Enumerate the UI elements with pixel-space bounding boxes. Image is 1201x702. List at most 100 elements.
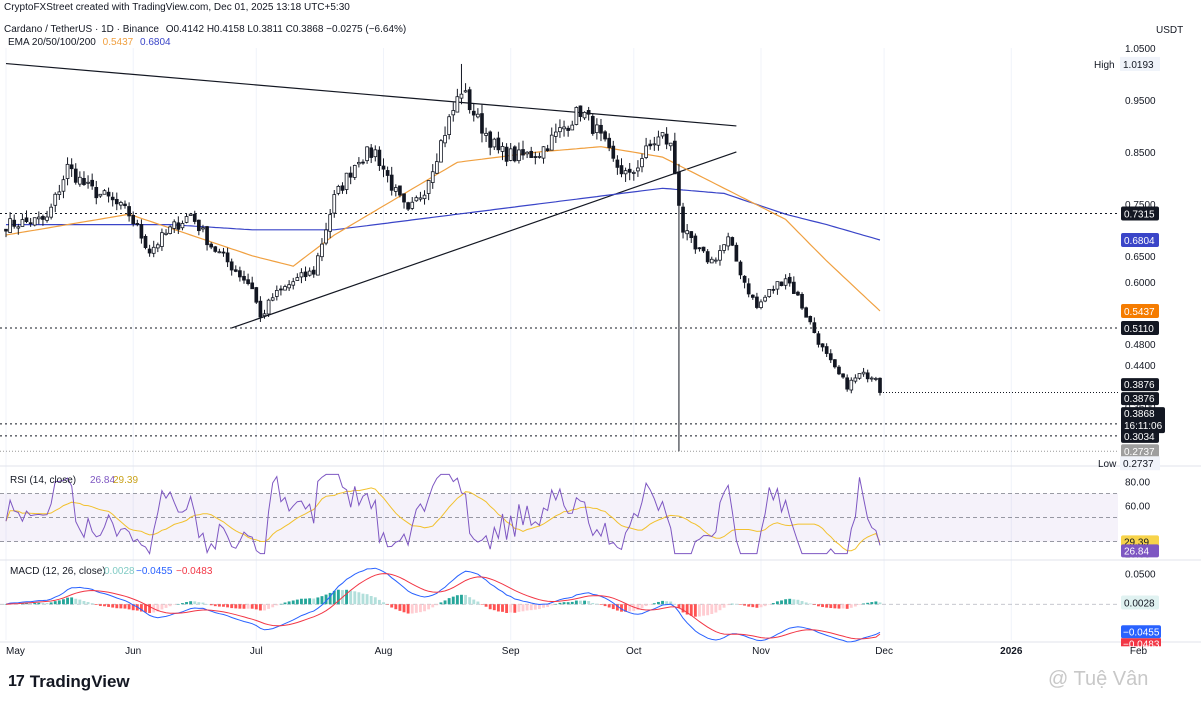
macd-histogram-bar <box>496 604 500 612</box>
candle-body <box>623 170 628 175</box>
tradingview-brand[interactable]: 17 TradingView <box>8 672 130 692</box>
macd-histogram-bar <box>291 600 295 605</box>
macd-histogram-bar <box>607 604 611 608</box>
symbol-label[interactable]: Cardano / TetherUS · 1D · Binance <box>4 24 159 35</box>
macd-histogram-bar <box>591 602 595 605</box>
macd-histogram-bar <box>492 604 496 611</box>
price-level-label: 0.2737 <box>1124 447 1155 458</box>
candle-body <box>430 171 435 183</box>
macd-histogram-bar <box>706 604 710 616</box>
candle-body <box>521 149 525 156</box>
candle-body <box>172 221 177 229</box>
macd-histogram-bar <box>107 604 111 607</box>
candle-body <box>127 206 131 217</box>
macd-histogram-bar <box>595 603 599 605</box>
signal-legend-value: −0.0483 <box>176 566 213 577</box>
ema-legend[interactable]: EMA 20/50/100/200 0.5437 0.6804 <box>8 37 175 48</box>
candle-body <box>787 276 792 284</box>
candle-body <box>537 155 542 158</box>
candle-body <box>480 113 484 134</box>
candle-body <box>365 146 369 162</box>
candle-body <box>471 110 476 116</box>
candle-body <box>151 246 156 254</box>
candle-body <box>114 198 119 205</box>
candle-body <box>402 193 406 203</box>
macd-histogram-bar <box>287 601 291 605</box>
candle-body <box>545 148 550 152</box>
macd-histogram-bar <box>533 604 537 610</box>
macd-legend-value: −0.0455 <box>136 566 173 577</box>
price-axis-tick: 0.4400 <box>1125 361 1156 372</box>
macd-histogram-bar <box>439 602 443 605</box>
candle-body <box>631 172 636 174</box>
candle-body <box>246 279 250 285</box>
candle-body <box>410 201 415 209</box>
candle-body <box>143 235 148 248</box>
macd-histogram-bar <box>62 599 65 605</box>
macd-histogram-bar <box>316 597 320 605</box>
candle-body <box>389 174 394 191</box>
macd-histogram-bar <box>562 602 566 605</box>
time-axis-tick: Jul <box>250 646 263 657</box>
time-axis-tick: Jun <box>125 646 141 657</box>
macd-histogram-bar <box>529 604 533 611</box>
macd-histogram-bar <box>554 603 558 605</box>
price-axis-tick: 0.8500 <box>1125 148 1156 159</box>
macd-histogram-bar <box>849 604 853 608</box>
macd-histogram-bar <box>587 601 591 605</box>
candle-body <box>233 269 238 272</box>
candle-body <box>303 271 308 278</box>
rsi-band-fill <box>0 493 1118 542</box>
macd-histogram-bar <box>804 602 808 605</box>
low-badge-value: 0.2737 <box>1123 459 1154 470</box>
macd-histogram-bar <box>336 589 340 605</box>
macd-histogram-bar <box>521 604 525 612</box>
candle-body <box>529 150 534 158</box>
macd-histogram-bar <box>172 604 176 605</box>
macd-histogram-bar <box>410 604 414 614</box>
macd-axis-tick: 0.0500 <box>1125 569 1156 580</box>
candle-body <box>439 140 443 163</box>
currency-label[interactable]: USDT <box>1156 25 1184 36</box>
candle-body <box>804 307 808 318</box>
candle-body <box>131 214 136 225</box>
macd-histogram-bar <box>673 604 677 605</box>
candle-body <box>607 137 612 148</box>
macd-histogram-bar <box>480 604 484 605</box>
candle-body <box>332 194 337 214</box>
macd-histogram-bar <box>213 604 217 607</box>
macd-histogram-bar <box>488 604 492 610</box>
candle-body <box>763 296 767 302</box>
macd-histogram-bar <box>845 604 849 609</box>
rsi-badge-bg <box>1121 544 1159 558</box>
candle-body <box>283 286 287 291</box>
candle-body <box>664 133 669 145</box>
macd-histogram-bar <box>755 604 759 608</box>
macd-histogram-bar <box>127 604 131 610</box>
macd-histogram-bar <box>193 601 197 605</box>
macd-histogram-bar <box>505 604 509 613</box>
macd-histogram-bar <box>644 604 648 607</box>
signal-badge: −0.0483 <box>1123 639 1160 650</box>
candle-body <box>45 216 49 221</box>
rsi-ma-line <box>5 487 881 552</box>
macd-histogram-bar <box>402 604 406 613</box>
candle-body <box>160 232 164 247</box>
macd-badge-bg <box>1121 625 1161 639</box>
macd-histogram-bar <box>464 594 468 605</box>
candle-body <box>853 377 858 382</box>
price-level-badge <box>1121 320 1159 335</box>
low-label: Low <box>1098 459 1117 470</box>
macd-histogram-bar <box>226 604 230 608</box>
candle-body <box>554 131 558 137</box>
candle-body <box>320 243 324 258</box>
macd-histogram-bar <box>771 603 775 605</box>
candle-body <box>869 377 874 380</box>
candle-body <box>508 148 513 161</box>
candle-body <box>808 315 813 323</box>
macd-histogram-bar <box>685 604 689 615</box>
candle-body <box>307 270 312 276</box>
macd-histogram-bar <box>246 604 250 609</box>
